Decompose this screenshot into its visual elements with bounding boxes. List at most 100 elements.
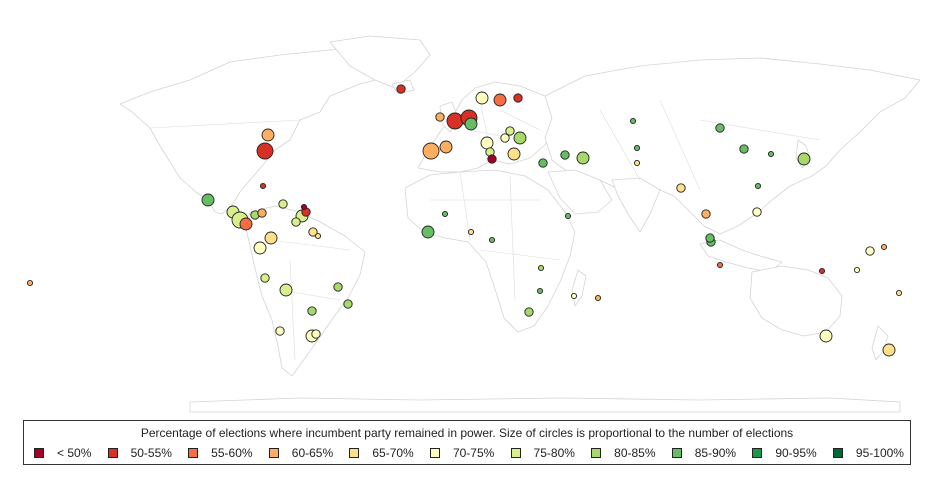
election-marker bbox=[895, 289, 903, 297]
election-marker bbox=[300, 203, 308, 211]
election-marker bbox=[493, 93, 507, 107]
legend-swatch bbox=[34, 448, 44, 458]
election-marker bbox=[239, 217, 253, 231]
election-marker bbox=[264, 231, 278, 245]
legend-item: 50-55% bbox=[107, 445, 172, 461]
election-marker bbox=[475, 91, 489, 105]
legend-swatch bbox=[832, 448, 843, 458]
election-marker bbox=[308, 227, 318, 237]
legend-title: Percentage of elections where incumbent … bbox=[140, 426, 794, 440]
election-marker bbox=[291, 217, 301, 227]
election-marker bbox=[253, 241, 267, 255]
election-markers bbox=[26, 84, 903, 357]
antarctica-outline bbox=[189, 397, 901, 413]
legend-swatch bbox=[510, 448, 521, 458]
arabia-india-outline bbox=[547, 169, 661, 233]
election-marker bbox=[536, 287, 544, 295]
legend-items: < 50% 50-55% 55-60% 60-65% 65-70% 70-75%… bbox=[34, 445, 904, 461]
legend-label: 75-80% bbox=[533, 446, 575, 460]
legend-label: 65-70% bbox=[372, 446, 414, 460]
election-marker bbox=[513, 93, 523, 103]
legend-swatch bbox=[671, 448, 682, 458]
election-marker bbox=[421, 225, 435, 239]
election-marker bbox=[564, 212, 572, 220]
legend-item: 90-95% bbox=[752, 445, 817, 461]
election-marker bbox=[538, 158, 548, 168]
election-marker bbox=[439, 140, 453, 154]
election-marker bbox=[343, 299, 353, 309]
greenland-outline bbox=[329, 35, 431, 89]
legend: Percentage of elections where incumbent … bbox=[23, 420, 911, 465]
south-america-outline bbox=[245, 205, 366, 377]
landmass-layer bbox=[119, 35, 921, 413]
election-marker bbox=[716, 261, 724, 269]
election-marker bbox=[505, 126, 515, 136]
election-marker bbox=[275, 326, 285, 336]
legend-swatch bbox=[429, 448, 440, 458]
election-marker bbox=[333, 282, 343, 292]
election-marker bbox=[446, 112, 464, 130]
election-marker bbox=[500, 133, 510, 143]
legend-item: 85-90% bbox=[671, 445, 737, 461]
election-marker bbox=[464, 117, 478, 131]
election-marker bbox=[752, 207, 762, 217]
election-marker bbox=[570, 292, 578, 300]
legend-item: 80-85% bbox=[591, 445, 656, 461]
election-marker bbox=[278, 199, 288, 209]
election-marker bbox=[467, 228, 475, 236]
election-marker bbox=[853, 266, 861, 274]
election-marker bbox=[488, 236, 496, 244]
election-marker bbox=[259, 182, 267, 190]
election-marker bbox=[633, 159, 641, 167]
election-marker bbox=[441, 210, 449, 218]
election-marker bbox=[594, 294, 602, 302]
legend-item: 65-70% bbox=[349, 445, 414, 461]
election-marker bbox=[797, 152, 811, 166]
election-marker bbox=[311, 329, 321, 339]
election-marker bbox=[767, 150, 775, 158]
legend-label: 70-75% bbox=[452, 446, 495, 460]
legend-label: 95-100% bbox=[855, 446, 904, 460]
legend-swatch bbox=[591, 448, 602, 458]
election-marker bbox=[880, 243, 888, 251]
madagascar-outline bbox=[571, 269, 587, 307]
election-marker bbox=[480, 136, 494, 150]
election-marker bbox=[513, 131, 527, 145]
legend-swatch bbox=[107, 448, 118, 458]
election-marker bbox=[865, 246, 875, 256]
election-marker bbox=[560, 150, 570, 160]
legend-swatch bbox=[268, 448, 279, 458]
election-marker bbox=[26, 279, 34, 287]
election-marker bbox=[576, 151, 590, 165]
legend-label: 60-65% bbox=[291, 446, 334, 460]
election-marker bbox=[261, 128, 275, 142]
election-marker bbox=[633, 144, 641, 152]
election-marker bbox=[882, 343, 896, 357]
election-marker bbox=[307, 306, 317, 316]
legend-label: < 50% bbox=[57, 446, 92, 460]
election-marker bbox=[487, 154, 497, 164]
legend-item: 95-100% bbox=[832, 445, 904, 461]
legend-item: < 50% bbox=[34, 445, 91, 461]
legend-label: 55-60% bbox=[211, 446, 253, 460]
election-marker bbox=[396, 84, 406, 94]
legend-item: 55-60% bbox=[188, 445, 253, 461]
election-marker bbox=[256, 142, 274, 160]
election-marker bbox=[705, 233, 715, 243]
election-marker bbox=[537, 264, 545, 272]
australia-outline bbox=[749, 265, 843, 337]
election-marker bbox=[818, 267, 826, 275]
legend-label: 85-90% bbox=[694, 446, 737, 460]
election-marker bbox=[739, 144, 749, 154]
legend-swatch bbox=[188, 448, 199, 458]
legend-item: 60-65% bbox=[268, 445, 334, 461]
election-marker bbox=[260, 273, 270, 283]
new-zealand-outline bbox=[871, 325, 889, 361]
legend-item: 75-80% bbox=[510, 445, 575, 461]
election-marker bbox=[257, 208, 267, 218]
election-marker bbox=[279, 283, 293, 297]
election-marker bbox=[435, 112, 445, 122]
election-marker bbox=[314, 232, 322, 240]
election-marker bbox=[819, 329, 833, 343]
election-marker bbox=[676, 183, 686, 193]
